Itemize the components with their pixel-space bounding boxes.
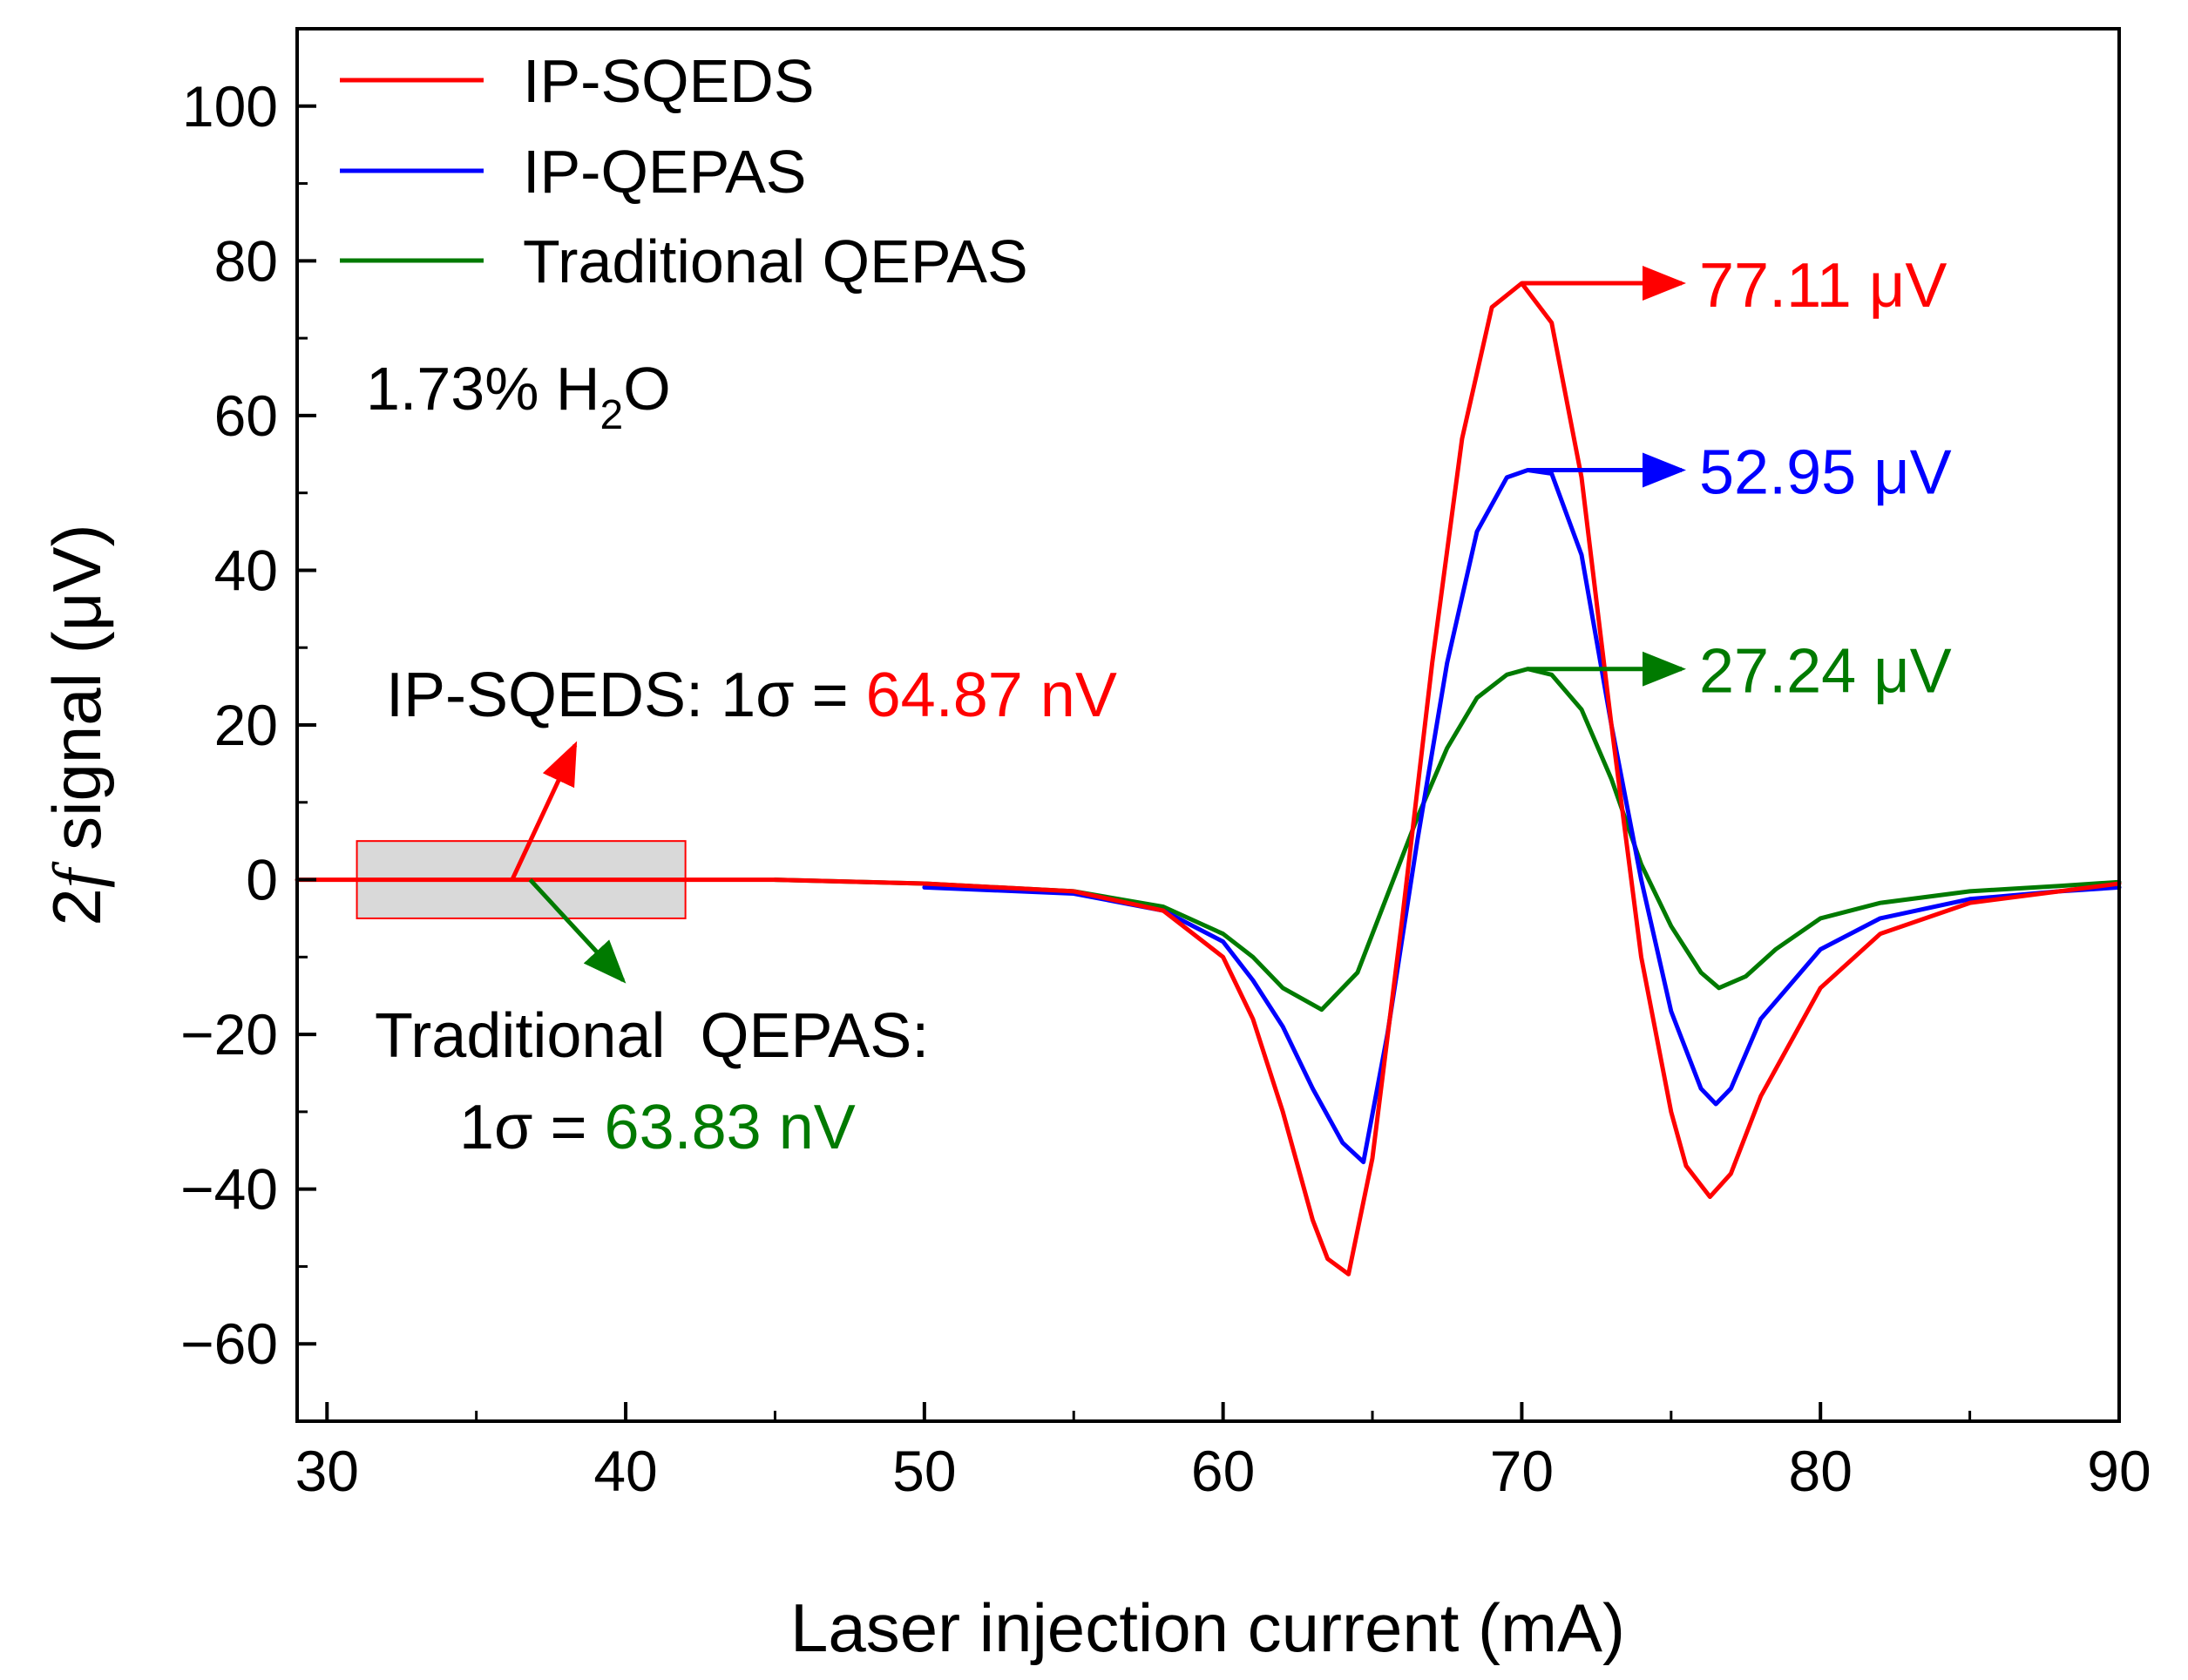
- noise-arrow-ip-sqeds: [510, 741, 578, 881]
- peak-label-ip-qepas: 52.95 μV: [1699, 437, 1952, 507]
- series-line-ip-sqeds: [295, 281, 2122, 1277]
- legend-label-ip-sqeds: IP-SQEDS: [523, 47, 815, 115]
- legend-label-ip-qepas: IP-QEPAS: [523, 138, 806, 206]
- peak-label-traditional-qepas: 27.24 μV: [1699, 637, 1952, 707]
- y-tick-label: 40: [214, 538, 278, 602]
- y-axis-label: 2f signal (μV): [38, 524, 115, 925]
- noise-label-ip-sqeds: IP-SQEDS: 1σ = 64.87 nV: [386, 660, 1117, 730]
- peak-annotations: 77.11 μV 52.95 μV 27.24 μV: [1521, 251, 1952, 707]
- series-line-ip-qepas: [922, 468, 2122, 1165]
- peak-label-ip-sqeds: 77.11 μV: [1699, 251, 1947, 321]
- y-tick-label: −40: [180, 1157, 278, 1222]
- y-tick-label: 80: [214, 228, 278, 293]
- legend: IP-SQEDS IP-QEPAS Traditional QEPAS: [340, 47, 1028, 295]
- y-axis: −60 −40 −20 0 20 40 60 80 100: [180, 27, 316, 1423]
- y-tick-label: −60: [180, 1311, 278, 1376]
- noise-arrow-traditional-qepas: [528, 877, 627, 984]
- legend-label-traditional-qepas: Traditional QEPAS: [523, 227, 1028, 295]
- noise-value-traditional-qepas: 63.83 nV: [605, 1093, 856, 1162]
- y-tick-label: 20: [214, 693, 278, 757]
- gas-condition-label: 1.73% H2O: [366, 355, 671, 438]
- y-tick-label: 100: [182, 74, 278, 139]
- x-tick-label: 70: [1490, 1439, 1554, 1503]
- x-tick-label: 90: [2087, 1439, 2151, 1503]
- x-tick-label: 30: [295, 1439, 359, 1503]
- x-tick-label: 40: [593, 1439, 657, 1503]
- x-tick-label: 60: [1191, 1439, 1255, 1503]
- y-tick-label: −20: [180, 1002, 278, 1067]
- y-tick-label: 0: [246, 848, 278, 912]
- x-axis-label: Laser injection current (mA): [790, 1589, 1625, 1666]
- noise-value-ip-sqeds: 64.87 nV: [866, 660, 1117, 730]
- noise-label-traditional-qepas-line1: Traditional QEPAS:: [375, 1001, 929, 1071]
- x-tick-label: 50: [892, 1439, 956, 1503]
- x-axis: 30 40 50 60 70 80 90: [295, 1402, 2151, 1503]
- x-tick-label: 80: [1789, 1439, 1853, 1503]
- y-tick-label: 60: [214, 383, 278, 448]
- noise-label-traditional-qepas-line2: 1σ = 63.83 nV: [459, 1093, 856, 1162]
